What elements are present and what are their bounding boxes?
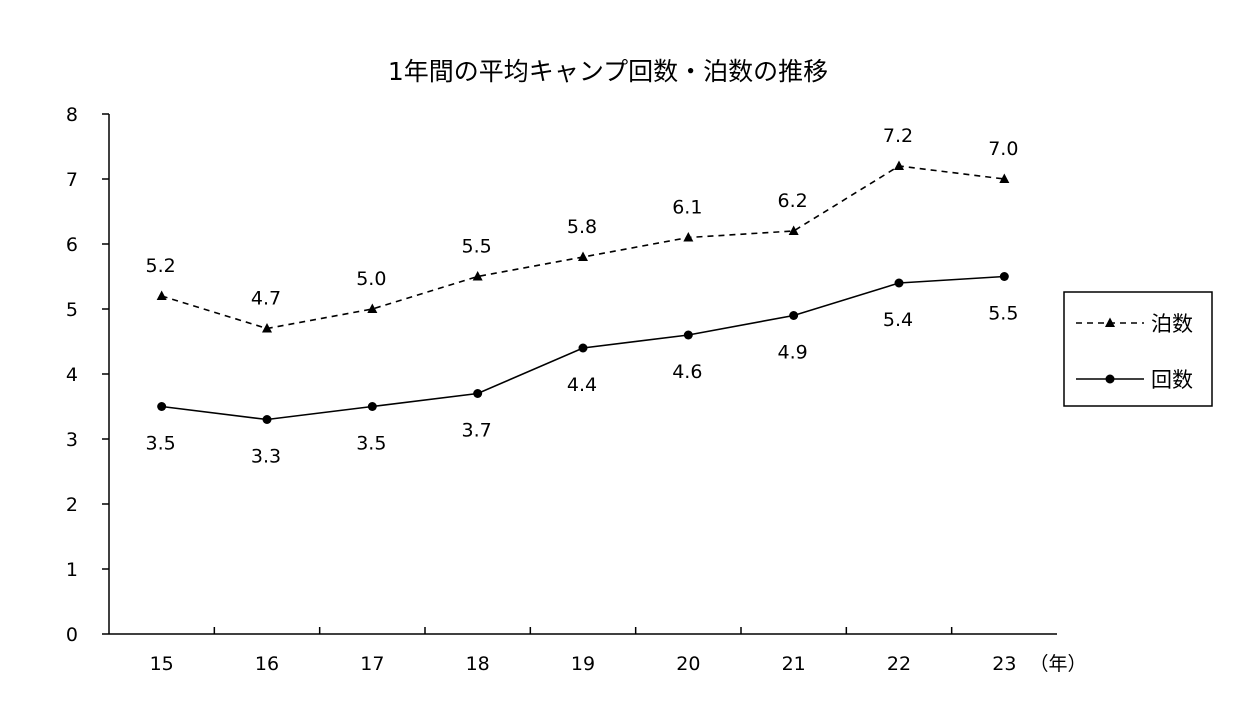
series-nights-data-label: 6.1 [672, 197, 702, 219]
y-axis-ticks: 0 1 2 3 4 5 6 7 8 [66, 104, 109, 646]
series-count: 3.5 3.3 3.5 3.7 4.4 4.6 4.9 5.4 5.5 [146, 272, 1018, 468]
series-nights-data-label: 5.2 [146, 255, 176, 277]
series-count-data-label: 3.5 [146, 433, 176, 455]
series-nights-data-label: 6.2 [778, 190, 808, 212]
series-count-point [157, 402, 167, 411]
series-nights-data-label: 5.8 [567, 216, 597, 238]
x-tick-label: 17 [360, 653, 384, 675]
legend-label: 泊数 [1151, 312, 1193, 336]
series-count-data-label: 3.7 [462, 420, 492, 442]
legend-item-count: 回数 [1076, 368, 1193, 392]
series-nights-data-label: 7.2 [883, 125, 913, 147]
series-nights-point [156, 290, 167, 300]
series-nights-point [894, 160, 904, 170]
series-nights-point [683, 232, 694, 242]
series-nights-data-label: 5.0 [356, 268, 386, 290]
series-nights: 5.2 4.7 5.0 5.5 5.8 6.1 6.2 7.2 7.0 [146, 125, 1018, 333]
series-count-data-label: 5.4 [883, 309, 913, 331]
series-count-point [789, 311, 799, 320]
series-nights-point [578, 251, 588, 261]
legend-marker-sample [1105, 317, 1115, 327]
x-tick-label: 19 [571, 653, 595, 675]
y-tick-label: 7 [66, 169, 78, 191]
series-count-data-label: 5.5 [988, 303, 1018, 325]
series-count-point [578, 343, 588, 353]
series-nights-data-label: 7.0 [988, 138, 1018, 160]
series-count-data-label: 3.3 [251, 446, 281, 468]
series-count-data-label: 4.4 [567, 374, 597, 396]
y-tick-label: 6 [66, 234, 78, 256]
legend-item-nights: 泊数 [1076, 312, 1193, 336]
series-count-point [473, 389, 483, 398]
series-nights-data-label: 4.7 [251, 288, 281, 310]
series-count-data-label: 3.5 [356, 433, 386, 455]
series-nights-data-label: 5.5 [462, 236, 492, 258]
x-tick-label: 18 [466, 653, 490, 675]
series-count-point [262, 415, 272, 424]
legend-box [1063, 291, 1213, 407]
series-nights-point [262, 323, 272, 333]
series-nights-point [999, 173, 1010, 183]
x-tick-label: 16 [255, 653, 279, 675]
x-tick-label: 23 [992, 653, 1016, 675]
x-tick-label: 20 [676, 653, 700, 675]
legend-marker-sample [1105, 374, 1115, 384]
series-count-point [894, 278, 904, 288]
series-nights-point [367, 303, 378, 313]
x-axis-unit: （年） [1029, 653, 1086, 675]
series-nights-point [788, 225, 799, 235]
y-tick-label: 0 [66, 624, 78, 646]
series-count-point [367, 402, 377, 411]
series-nights-point [472, 271, 483, 281]
x-tick-label: 15 [150, 653, 174, 675]
series-count-data-label: 4.9 [778, 342, 808, 364]
series-count-point [999, 272, 1009, 281]
y-tick-label: 1 [66, 559, 78, 581]
y-tick-label: 3 [66, 429, 78, 451]
series-count-data-label: 4.6 [672, 361, 702, 383]
series-count-point [683, 330, 693, 340]
x-axis-ticks: 15 16 17 18 19 20 21 22 23 [150, 627, 1016, 675]
legend-label: 回数 [1151, 368, 1193, 392]
x-tick-label: 21 [782, 653, 806, 675]
y-tick-label: 2 [66, 494, 78, 516]
chart-title: 1年間の平均キャンプ回数・泊数の推移 [388, 57, 828, 86]
y-tick-label: 5 [66, 299, 78, 321]
x-tick-label: 22 [887, 653, 911, 675]
y-tick-label: 4 [66, 364, 78, 386]
series-layer: 5.2 4.7 5.0 5.5 5.8 6.1 6.2 7.2 7.0 3.5 3.3 3.5 3.7 4… [146, 125, 1019, 468]
series-nights-line [161, 165, 1005, 330]
y-tick-label: 8 [66, 104, 78, 126]
